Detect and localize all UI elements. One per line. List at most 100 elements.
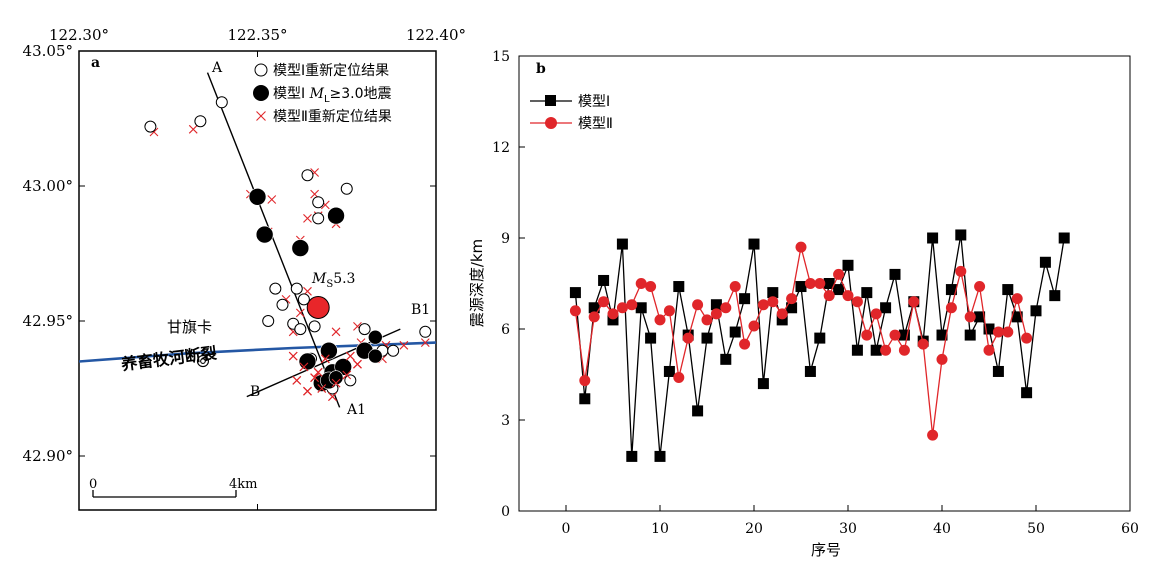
series-1-point-29 [842,259,854,271]
plot-x-tick-label-3: 30 [839,521,857,537]
legend-open-circle-icon [254,63,268,77]
series-2-point-43 [974,281,986,293]
open-circle-6 [312,212,325,225]
series-1-point-1 [579,393,591,405]
plot-y-tick-label-0: 0 [501,504,510,520]
open-circle-4 [312,196,325,209]
red-cross-0-stroke2 [149,127,159,137]
series-1-point-26 [814,332,826,344]
series-2-point-17 [729,281,741,293]
series-1-point-33 [880,302,892,314]
series-2-point-9 [654,314,666,326]
open-circle-1 [194,115,207,128]
series-2-point-2 [588,311,600,323]
series-1-point-48 [1021,387,1033,399]
red-cross-top-27 [331,378,341,388]
series-2-point-30 [851,296,863,308]
legend-filled-text-pre: 模型Ⅰ [273,86,310,102]
red-cross-16 [331,327,341,337]
red-cross-top-27-stroke2 [331,378,341,388]
plot-x-tick-label-0: 0 [562,521,571,537]
legend-marker-model1 [545,95,556,106]
open-circle-12 [294,323,307,336]
series-2-point-16 [720,302,732,314]
series-1-point-52 [1058,232,1070,244]
plot-ticks: 0 10 20 30 40 50 60 0 3 6 9 12 15 [492,49,1139,537]
red-cross-10-stroke2 [303,214,312,223]
series-1-point-50 [1039,256,1051,268]
mainshock-label-m: M [311,271,327,287]
plot-y-tick-label-3: 9 [501,231,510,247]
series-1-point-10 [663,365,675,377]
red-cross-17-stroke2 [353,322,362,331]
series-2-point-13 [692,299,704,311]
fault-layer [79,341,436,363]
open-circle-7 [290,282,303,295]
red-cross-top-25 [303,386,312,396]
open-circle-13 [308,320,321,333]
open-circle-2 [215,96,228,109]
series-2-point-38 [927,429,939,441]
plot-x-tick-label-4: 40 [933,521,951,537]
series-1-point-40 [945,284,957,296]
series-2-point-4 [607,308,619,320]
series-1-point-51 [1049,290,1061,302]
map-ticks: 122.30° 122.35° 122.40° 43.05° 43.00° 42.95° 4… [23,26,466,510]
series-2-point-21 [767,296,779,308]
scale-bar-start-label: 0 [89,477,97,492]
profile-b-end-label: B1 [411,302,430,318]
red-cross-top-22-stroke2 [299,362,309,372]
profile-a-start-label: A [211,60,223,76]
series-1-point-31 [861,287,873,299]
map-y-tick-label-2: 42.95° [23,312,73,330]
town-symbol-icon [196,355,209,368]
series-2-point-10 [663,305,675,317]
filled-circle-7 [368,348,383,364]
series-2-point-27 [823,290,835,302]
series-2-point-8 [645,281,657,293]
series-1-point-22 [776,314,788,326]
series-1-point-20 [757,378,769,390]
series-1-point-13 [692,405,704,417]
red-cross-14-stroke2 [295,308,305,318]
red-cross-top-28 [342,370,352,380]
series-2-point-23 [786,293,798,305]
red-cross-top-35 [328,392,337,401]
red-cross-20 [399,340,409,350]
series-1-point-8 [645,332,657,344]
red-cross-top-26 [317,384,327,393]
red-cross-top-23-stroke2 [310,373,320,383]
profile-a-a1-line [206,72,341,408]
series-1 [569,229,1070,462]
panel-a-map: 122.30° 122.35° 122.40° 43.05° 43.00° 42.95° 4… [23,26,466,511]
series-2-point-0 [569,305,581,317]
red-cross-top-35-stroke2 [328,392,337,401]
series-2-point-19 [748,320,760,332]
y-axis-label: 震源深度/km [468,239,486,327]
plot-x-tick-label-2: 20 [745,521,763,537]
series-2-point-11 [673,372,685,384]
series-2-point-24 [795,241,807,253]
series-2-point-39 [936,353,948,365]
red-cross-top-28-stroke2 [342,370,352,380]
map-x-tick-label-1: 122.35° [228,26,288,44]
red-cross-16-stroke2 [331,327,341,337]
series-2-point-3 [598,296,610,308]
fault-line [79,341,436,363]
series-1-point-47 [1011,311,1023,323]
series-2-point-32 [870,308,882,320]
red-cross-top-26-stroke2 [317,384,327,393]
series-1-point-21 [767,287,779,299]
series-2-point-46 [1002,326,1014,338]
series-2-point-29 [842,290,854,302]
plot-y-tick-label-1: 3 [501,413,510,429]
series-1-point-19 [748,238,760,250]
map-frame [78,50,437,511]
filled-circle-layer [248,188,383,401]
red-cross-top-22 [299,362,309,372]
profile-a-end-label: A1 [346,402,366,418]
plot-y-tick-label-5: 15 [492,49,510,65]
map-x-tick-label-2: 122.40° [406,26,466,44]
open-circle-9 [297,293,310,306]
series-1-point-39 [936,329,948,341]
